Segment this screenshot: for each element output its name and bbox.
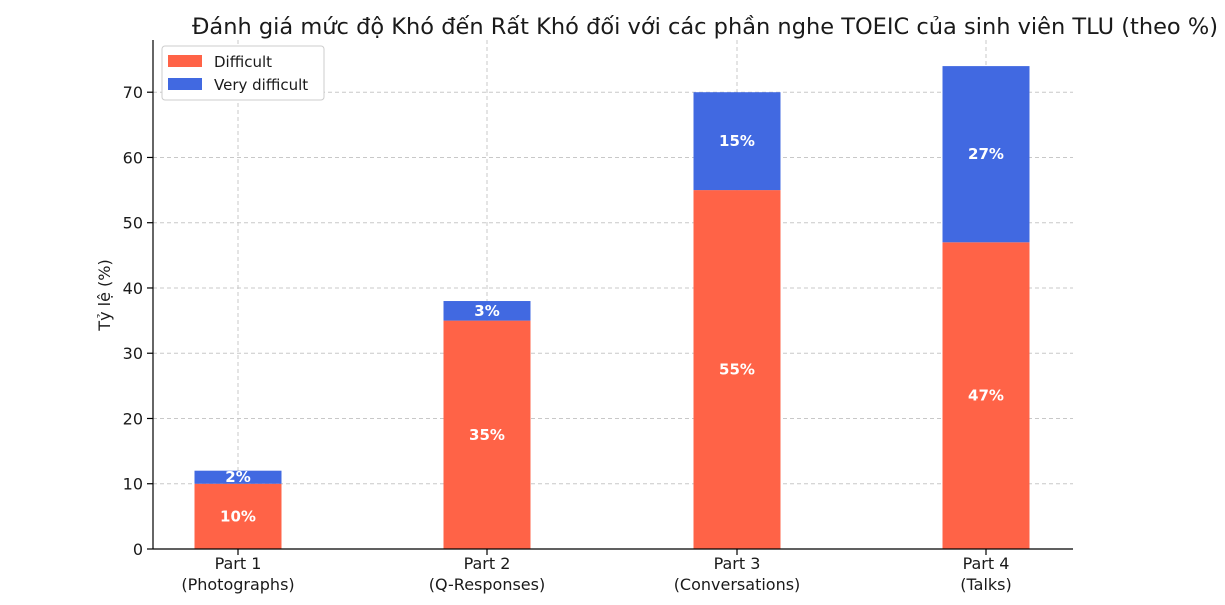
bar-very-difficult-part-1	[194, 470, 282, 484]
y-tick-label: 50	[123, 214, 143, 233]
legend-label-very-difficult: Very difficult	[214, 76, 308, 94]
legend-frame	[161, 45, 325, 101]
y-tick-label: 60	[123, 148, 143, 167]
axes	[152, 40, 1073, 550]
x-tick-label: (Conversations)	[674, 575, 801, 594]
y-tick-label: 0	[133, 540, 143, 559]
bar-label-very-difficult: 27%	[968, 145, 1004, 163]
y-axis-ticks: 0 10 20 30 40 50 60 70	[123, 83, 153, 559]
x-tick-label: Part 3	[714, 554, 761, 573]
y-tick-label: 10	[123, 475, 143, 494]
x-tick-label: Part 1	[215, 554, 262, 573]
x-tick-label: (Q-Responses)	[429, 575, 545, 594]
bar-very-difficult-part-4	[942, 66, 1030, 243]
legend-swatch-very-difficult	[168, 78, 202, 90]
bar-label-difficult: 47%	[968, 387, 1004, 405]
legend-swatch-difficult	[168, 55, 202, 67]
bar-label-very-difficult: 2%	[225, 468, 250, 486]
y-tick-label: 40	[123, 279, 143, 298]
legend-label-difficult: Difficult	[214, 53, 272, 71]
bar-very-difficult-part-2	[443, 301, 531, 321]
bar-very-difficult-part-3	[693, 92, 781, 191]
x-tick-label: (Talks)	[960, 575, 1011, 594]
bar-label-difficult: 55%	[719, 361, 755, 379]
legend: Difficult Very difficult	[161, 45, 325, 101]
y-tick-label: 70	[123, 83, 143, 102]
bar-label-difficult: 10%	[220, 507, 256, 525]
y-tick-label: 30	[123, 344, 143, 363]
x-tick-label: Part 2	[464, 554, 511, 573]
grid-lines	[153, 40, 1073, 549]
x-axis-ticks: Part 1 (Photographs) Part 2 (Q-Responses) Pa…	[181, 549, 1012, 594]
x-tick-label: (Photographs)	[181, 575, 294, 594]
chart-title: Đánh giá mức độ Khó đến Rất Khó đối với …	[192, 14, 1218, 40]
x-tick-label: Part 4	[963, 554, 1010, 573]
y-tick-label: 20	[123, 409, 143, 428]
bar-label-very-difficult: 15%	[719, 132, 755, 150]
bar-difficult-part-1	[194, 483, 282, 549]
bar-difficult-part-2	[443, 320, 531, 549]
bar-difficult-part-3	[693, 190, 781, 550]
bar-difficult-part-4	[942, 242, 1030, 550]
bar-labels: 10% 2% 35% 3% 55% 15% 47% 27%	[220, 132, 1004, 525]
bars	[194, 66, 1030, 550]
bar-label-difficult: 35%	[469, 426, 505, 444]
bar-label-very-difficult: 3%	[474, 302, 499, 320]
y-axis-label: Tỷ lệ (%)	[95, 259, 114, 331]
